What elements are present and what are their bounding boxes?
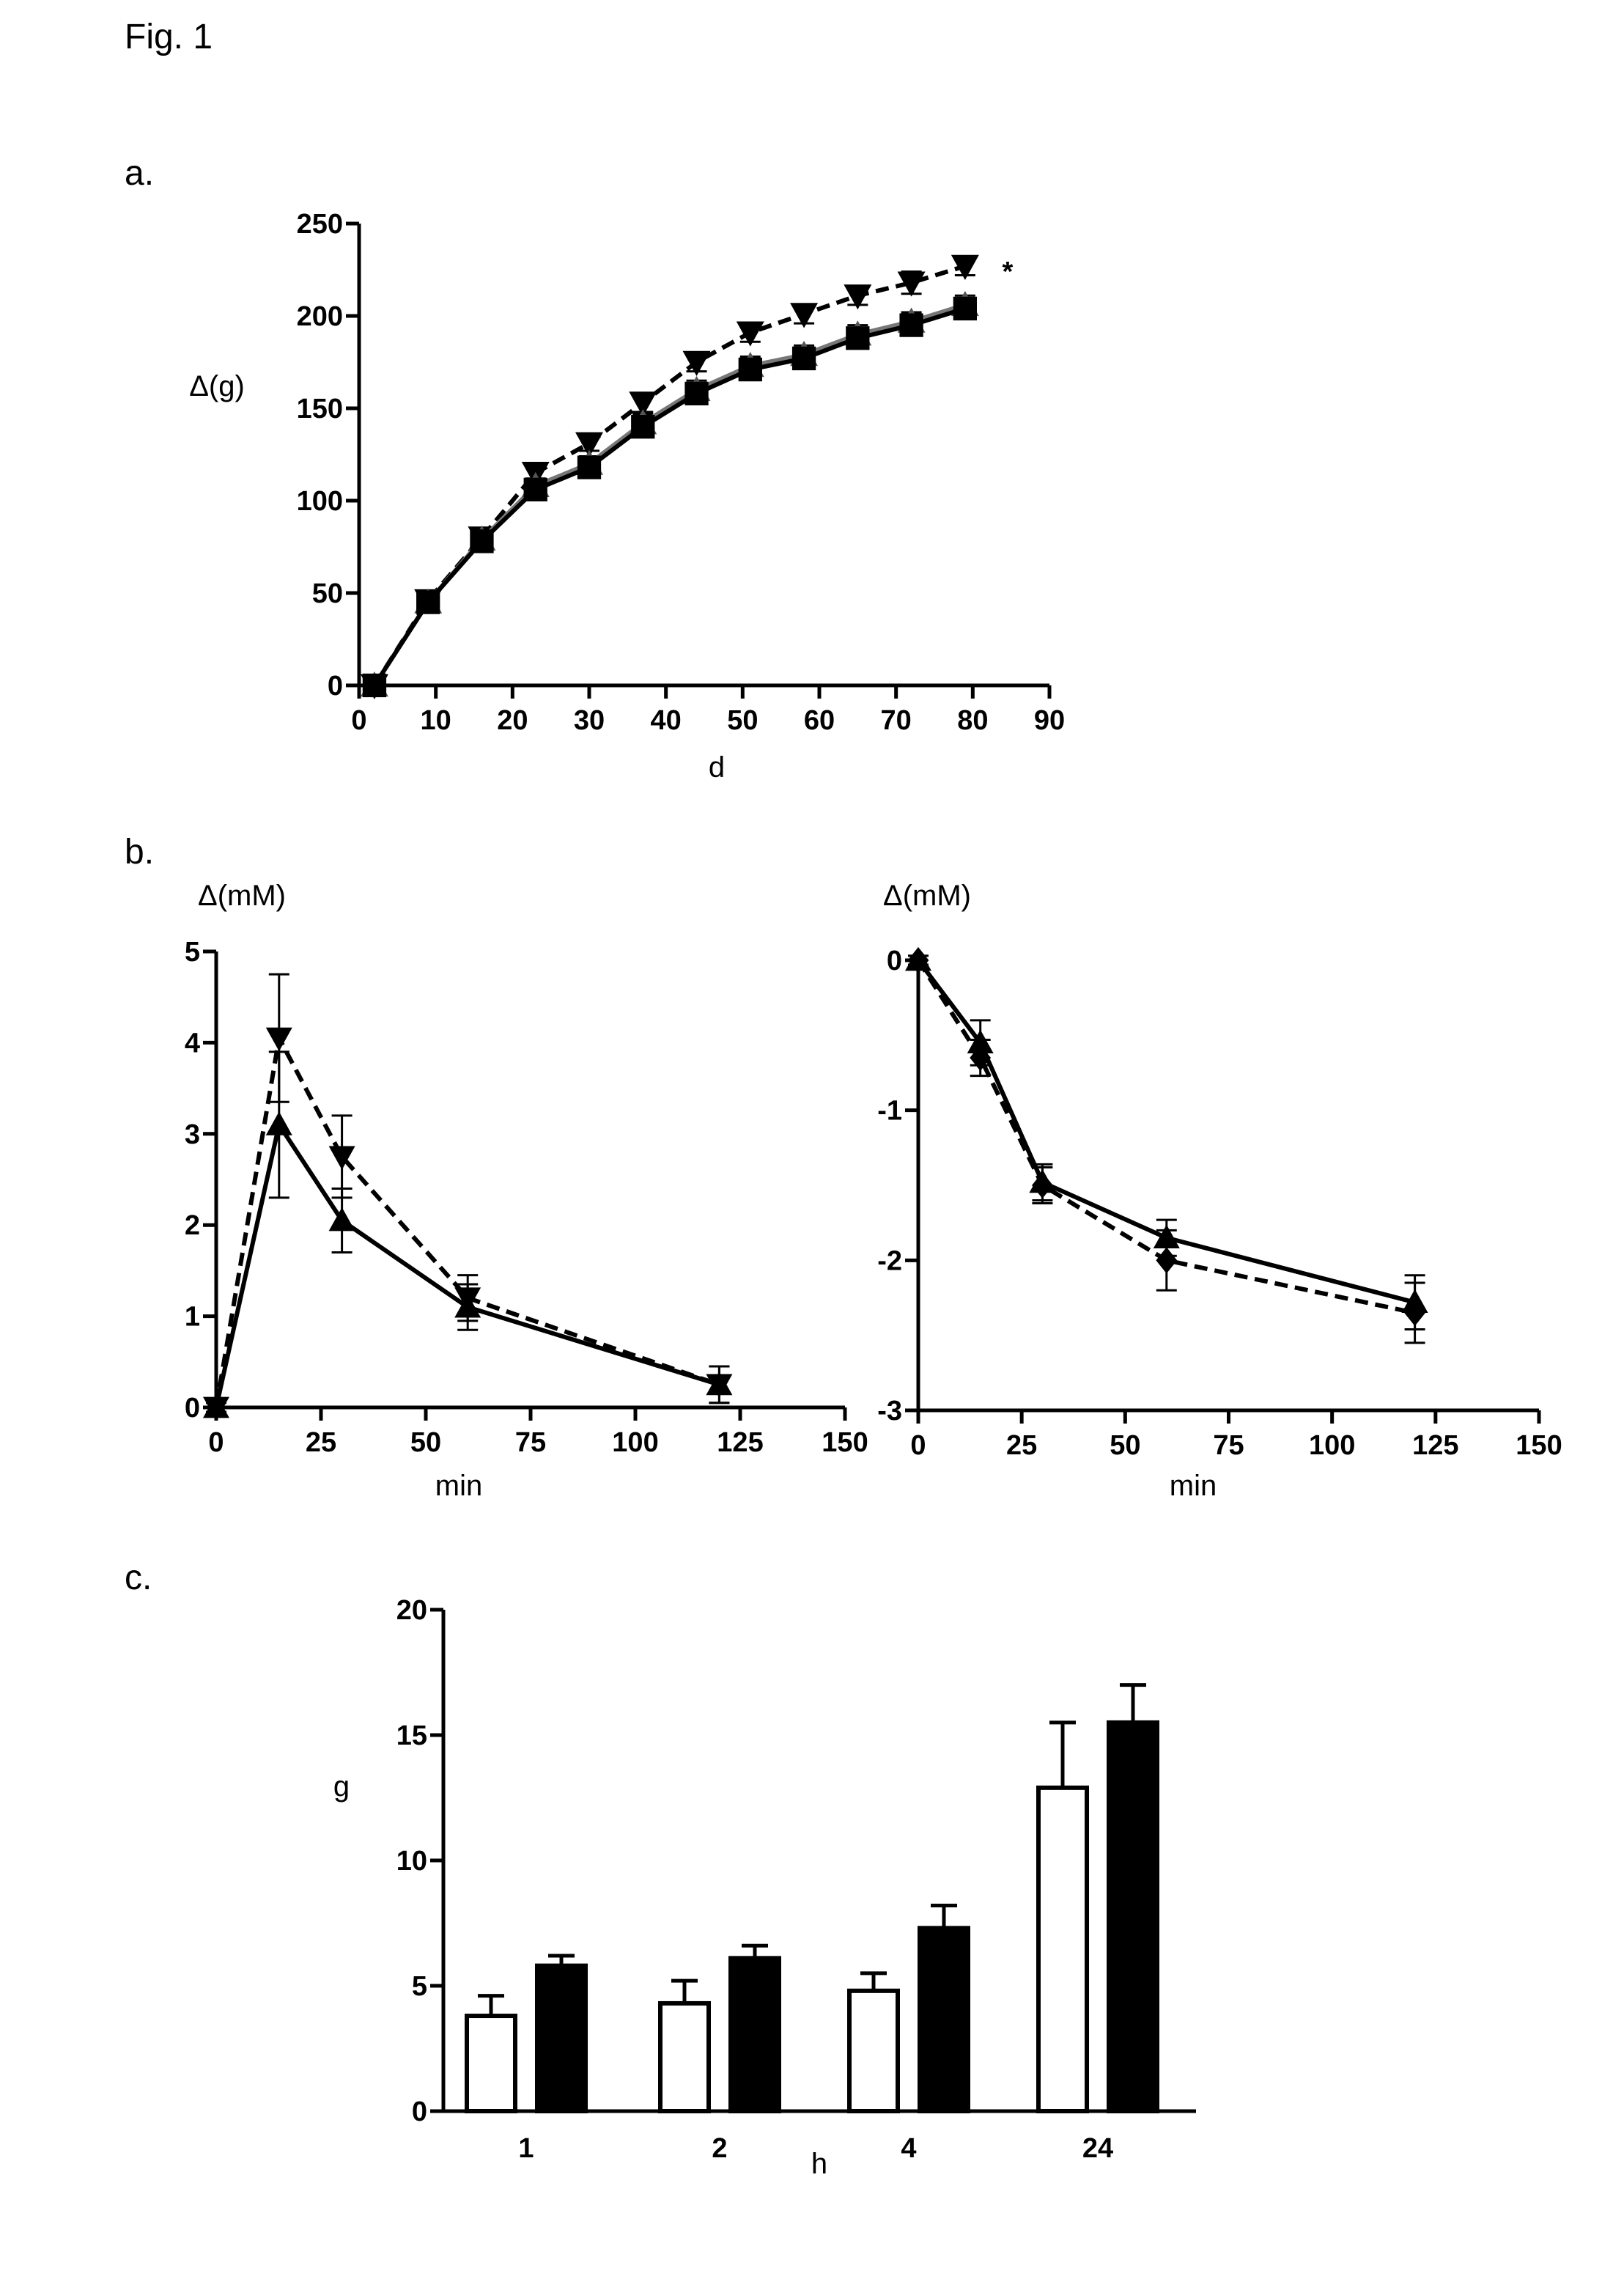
panel-label-b: b. (125, 833, 154, 872)
y-tick-label: 10 (396, 1846, 427, 1877)
figure-title: Fig. 1 (125, 18, 213, 56)
y-axis-label: Δ(mM) (883, 880, 971, 912)
chart-panel-c: 05101520gh12424 (333, 1595, 1196, 2180)
panel-label-c: c. (125, 1558, 152, 1597)
y-tick-label: 0 (328, 671, 343, 702)
chart-panel-b-left: 0123450255075100125150Δ(mM)min (185, 880, 868, 1502)
series-1-bar (1038, 1788, 1087, 2111)
series-2-point (266, 1111, 292, 1135)
x-tick-label: 25 (306, 1427, 336, 1458)
series-2-bar (920, 1928, 968, 2111)
x-tick-label: 150 (822, 1427, 868, 1458)
x-axis-label: min (435, 1470, 482, 1502)
x-tick-label: 90 (1034, 705, 1065, 736)
x-axis-label: d (709, 751, 725, 784)
series-2-bar (731, 1958, 779, 2111)
x-tick-label: 4 (901, 2133, 916, 2164)
series-2-bar (537, 1966, 586, 2111)
significance-annotation: * (1002, 257, 1013, 287)
y-tick-label: 150 (297, 394, 343, 424)
x-tick-label: 1 (518, 2133, 534, 2164)
y-tick-label: 3 (185, 1119, 200, 1150)
series-3-point (846, 326, 869, 350)
x-tick-label: 50 (1110, 1430, 1140, 1461)
x-tick-label: 60 (804, 705, 835, 736)
series-3-line (374, 309, 965, 685)
series-3-point (792, 347, 816, 370)
x-tick-label: 75 (1213, 1430, 1244, 1461)
chart-panel-b-right: 0 -1 -2 -3 0 25 50 75 100 125 150 Δ(mM) min (877, 880, 1562, 1502)
y-tick-label: 1 (185, 1302, 200, 1333)
y-tick-label: 50 (312, 578, 343, 609)
x-tick-label: 125 (1412, 1430, 1458, 1461)
x-tick-label: 0 (910, 1430, 926, 1461)
x-tick-label: 70 (881, 705, 912, 736)
x-tick-label: 100 (1309, 1430, 1355, 1461)
y-tick-label: 200 (297, 301, 343, 332)
series-1-bar (849, 1991, 898, 2111)
series-3-point (416, 590, 440, 614)
series-3-point (684, 382, 708, 405)
y-tick-label: 0 (887, 946, 902, 976)
series-3-point (739, 358, 762, 381)
series-2-line (374, 305, 965, 685)
series-2-point (1154, 1225, 1180, 1248)
y-tick-label: 4 (185, 1028, 200, 1058)
y-tick-label: -3 (877, 1396, 902, 1426)
series-3-point (470, 529, 493, 553)
series-3-point (631, 415, 654, 438)
series-2-point (1029, 1169, 1055, 1193)
y-tick-label: 15 (396, 1720, 427, 1751)
x-tick-label: 0 (351, 705, 366, 736)
y-tick-label: -1 (877, 1096, 902, 1127)
y-axis-label: Δ(mM) (198, 880, 286, 912)
x-tick-label: 10 (421, 705, 451, 736)
x-tick-label: 50 (410, 1427, 441, 1458)
x-tick-label: 40 (651, 705, 682, 736)
x-tick-label: 150 (1516, 1430, 1562, 1461)
x-tick-label: 24 (1082, 2133, 1113, 2164)
x-tick-label: 50 (727, 705, 758, 736)
x-tick-label: 20 (497, 705, 528, 736)
x-tick-label: 80 (957, 705, 988, 736)
y-tick-label: 5 (185, 937, 200, 968)
y-axis-label: g (333, 1770, 350, 1803)
series-1-bar (467, 2016, 515, 2111)
series-2-point (329, 1207, 355, 1231)
series-3-point (363, 674, 386, 697)
x-tick-label: 125 (717, 1427, 763, 1458)
series-1-bar (660, 2003, 709, 2111)
y-tick-label: 5 (412, 1971, 427, 2002)
series-3-point (524, 478, 547, 501)
x-tick-label: 30 (574, 705, 605, 736)
figure-canvas: Fig. 1 a. b. c. 050100150200250010203040… (0, 0, 1624, 2279)
x-tick-label: 100 (612, 1427, 658, 1458)
y-tick-label: 0 (412, 2096, 427, 2127)
series-1-point (266, 1028, 292, 1051)
y-tick-label: 20 (396, 1595, 427, 1626)
y-tick-label: 250 (297, 209, 343, 240)
x-tick-label: 2 (712, 2133, 727, 2164)
y-tick-label: 0 (185, 1393, 200, 1424)
y-tick-label: -2 (877, 1245, 902, 1276)
y-axis-label: Δ(g) (189, 370, 245, 402)
chart-panel-a: 0 50 100 150 200 250 0 10 20 30 40 50 60 70 80 90 Δ(g) d * (189, 209, 1065, 784)
y-tick-label: 100 (297, 486, 343, 517)
series-3-point (577, 455, 601, 479)
x-tick-label: 25 (1006, 1430, 1037, 1461)
x-tick-label: 75 (515, 1427, 546, 1458)
series-2-line (216, 1124, 719, 1407)
x-axis-label: h (811, 2148, 827, 2180)
y-tick-label: 2 (185, 1210, 200, 1241)
series-1-line (216, 1038, 719, 1407)
x-axis-label: min (1170, 1470, 1217, 1502)
series-3-point (899, 313, 923, 336)
series-2-bar (1109, 1723, 1157, 2111)
panel-label-a: a. (125, 154, 154, 193)
x-tick-label: 0 (208, 1427, 224, 1458)
series-3-point (953, 297, 977, 320)
series-2-point (454, 1294, 481, 1317)
